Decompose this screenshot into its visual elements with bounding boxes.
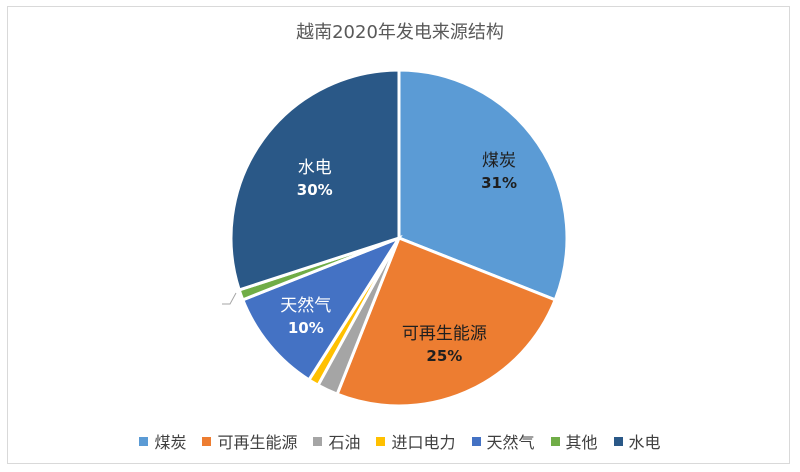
legend-label: 进口电力 <box>391 433 456 452</box>
legend-item-other: 其他 <box>550 429 598 453</box>
legend-label: 其他 <box>565 433 598 452</box>
slice-label-name-gas: 天然气 <box>280 296 331 316</box>
chart-title: 越南2020年发电来源结构 <box>296 22 504 43</box>
legend-item-renewable: 可再生能源 <box>202 429 297 453</box>
legend-swatch <box>376 436 386 446</box>
pie-slice-hydro <box>229 68 401 292</box>
pie-slice-renewable <box>335 236 558 408</box>
legend-item-coal: 煤炭 <box>139 429 186 453</box>
legend-label: 天然气 <box>486 433 535 452</box>
slice-label-value-coal: 31% <box>481 174 517 192</box>
legend-swatch <box>471 436 481 446</box>
slice-label-value-renewable: 25% <box>426 347 462 365</box>
legend-item-gas: 天然气 <box>471 429 535 453</box>
slice-label-name-renewable: 可再生能源 <box>402 324 487 344</box>
slice-label-value-hydro: 30% <box>297 181 333 199</box>
leader-line <box>222 292 237 305</box>
pie-slice-gas <box>240 234 403 382</box>
legend-item-import-power: 进口电力 <box>376 429 456 453</box>
slice-label-name-hydro: 水电 <box>298 158 332 178</box>
legend-label: 煤炭 <box>154 433 187 452</box>
slice-label-name-coal: 煤炭 <box>482 151 516 171</box>
legend-swatch <box>550 436 560 446</box>
legend-label: 可再生能源 <box>217 433 298 452</box>
legend-item-hydro: 水电 <box>613 429 661 453</box>
legend-swatch <box>613 436 623 446</box>
legend: 煤炭 可再生能源 石油 进口电力 天然气 其他 水电 <box>0 429 800 453</box>
legend-swatch <box>139 436 149 446</box>
slice-label-value-gas: 10% <box>288 319 324 337</box>
legend-label: 水电 <box>628 433 661 452</box>
legend-swatch <box>202 436 212 446</box>
pie-slice-coal <box>397 68 569 302</box>
legend-item-oil: 石油 <box>313 429 360 453</box>
legend-label: 石油 <box>328 433 361 452</box>
legend-swatch <box>313 436 323 446</box>
